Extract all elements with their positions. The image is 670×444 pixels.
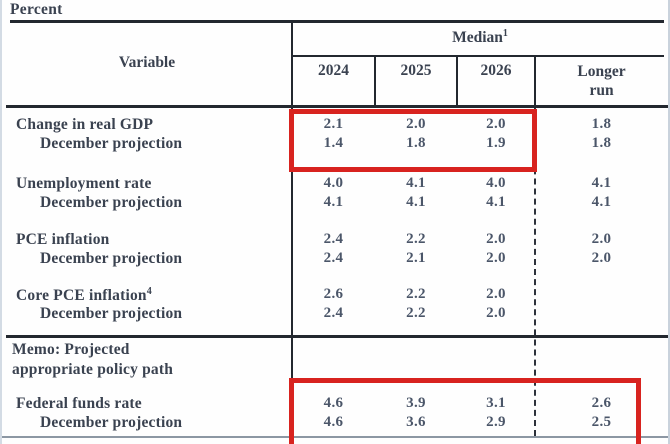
cell-value: 1.9 xyxy=(486,135,506,151)
cell-value: 3.6 xyxy=(406,414,426,430)
column-header-2024: 2024 xyxy=(318,62,349,79)
rule-longer-run-dashed-divider xyxy=(534,108,536,436)
cell-value: 2.0 xyxy=(486,305,506,321)
rule-under-header xyxy=(6,105,668,108)
cell-value: 2.0 xyxy=(486,250,506,266)
cell-value: 4.1 xyxy=(406,175,426,191)
longer-run-label: Longer run xyxy=(577,63,626,99)
row-label-unemployment-rate: Unemployment rate xyxy=(16,175,152,192)
row-label-december-projection: December projection xyxy=(40,135,183,152)
cell-value: 2.0 xyxy=(486,116,506,132)
memo-label-line1: Memo: Projected xyxy=(12,341,130,358)
cell-value: 4.1 xyxy=(591,194,612,210)
cell-value: 2.0 xyxy=(591,231,612,247)
row-label-december-projection: December projection xyxy=(40,194,183,211)
rule-above-memo xyxy=(6,335,668,338)
rule-variable-divider xyxy=(291,20,293,437)
column-header-median: Median1 xyxy=(292,28,668,47)
cell-value: 2.0 xyxy=(486,286,506,302)
highlight-box-federal-funds-rate xyxy=(289,378,641,444)
cell-value: 2.0 xyxy=(406,116,426,132)
median-footnote-marker: 1 xyxy=(502,28,508,39)
core-pce-footnote-marker: 4 xyxy=(146,286,152,297)
rule-bottom xyxy=(2,436,668,438)
rule-top xyxy=(10,20,664,23)
row-label-december-projection: December projection xyxy=(40,305,183,322)
column-header-2025: 2025 xyxy=(400,62,432,79)
row-label-pce-inflation: PCE inflation xyxy=(16,231,110,248)
cell-value: 2.2 xyxy=(406,305,426,321)
cell-value: 1.8 xyxy=(591,116,612,132)
row-label-core-pce-inflation: Core PCE inflation4 xyxy=(16,286,152,305)
cell-value: 2.1 xyxy=(323,116,344,132)
rule-under-median xyxy=(292,55,664,57)
core-pce-label: Core PCE inflation xyxy=(16,287,147,304)
row-label-december-projection: December projection xyxy=(40,250,183,267)
cell-value: 3.1 xyxy=(486,395,506,411)
cell-value: 2.0 xyxy=(486,231,506,247)
cell-value: 2.4 xyxy=(323,231,344,247)
cell-value: 4.1 xyxy=(591,175,612,191)
cell-value: 1.8 xyxy=(591,135,612,151)
cell-value: 4.1 xyxy=(406,194,426,210)
rule-year-divider-3 xyxy=(534,57,536,105)
row-label-change-in-real-gdp: Change in real GDP xyxy=(16,116,154,133)
cell-value: 2.1 xyxy=(406,250,426,266)
cell-value: 4.0 xyxy=(323,175,344,191)
cell-value: 2.9 xyxy=(486,414,506,430)
cell-value: 4.6 xyxy=(323,395,344,411)
cell-value: 2.6 xyxy=(591,395,612,411)
memo-label-line2: appropriate policy path xyxy=(12,361,174,378)
rule-year-divider-2 xyxy=(456,57,458,105)
unit-label: Percent xyxy=(10,1,63,18)
column-header-2026: 2026 xyxy=(480,62,512,79)
cell-value: 2.2 xyxy=(406,286,426,302)
cell-value: 1.8 xyxy=(406,135,426,151)
cell-value: 4.1 xyxy=(323,194,344,210)
cell-value: 2.2 xyxy=(406,231,426,247)
column-header-variable: Variable xyxy=(118,54,176,71)
cell-value: 2.4 xyxy=(323,250,344,266)
cell-value: 2.4 xyxy=(323,305,344,321)
column-header-longer-run: Longer run xyxy=(535,62,668,100)
cell-value: 2.6 xyxy=(323,286,344,302)
cell-value: 4.0 xyxy=(486,175,506,191)
cell-value: 4.1 xyxy=(486,194,506,210)
highlight-box-gdp-projections xyxy=(289,109,537,172)
median-label: Median xyxy=(452,29,503,46)
cell-value: 1.4 xyxy=(323,135,344,151)
cell-value: 2.5 xyxy=(591,414,612,430)
cell-value: 4.6 xyxy=(323,414,344,430)
cell-value: 2.0 xyxy=(591,250,612,266)
row-label-federal-funds-rate: Federal funds rate xyxy=(16,395,142,412)
cell-value: 3.9 xyxy=(406,395,426,411)
row-label-december-projection: December projection xyxy=(40,414,183,431)
rule-year-divider-1 xyxy=(374,57,376,105)
